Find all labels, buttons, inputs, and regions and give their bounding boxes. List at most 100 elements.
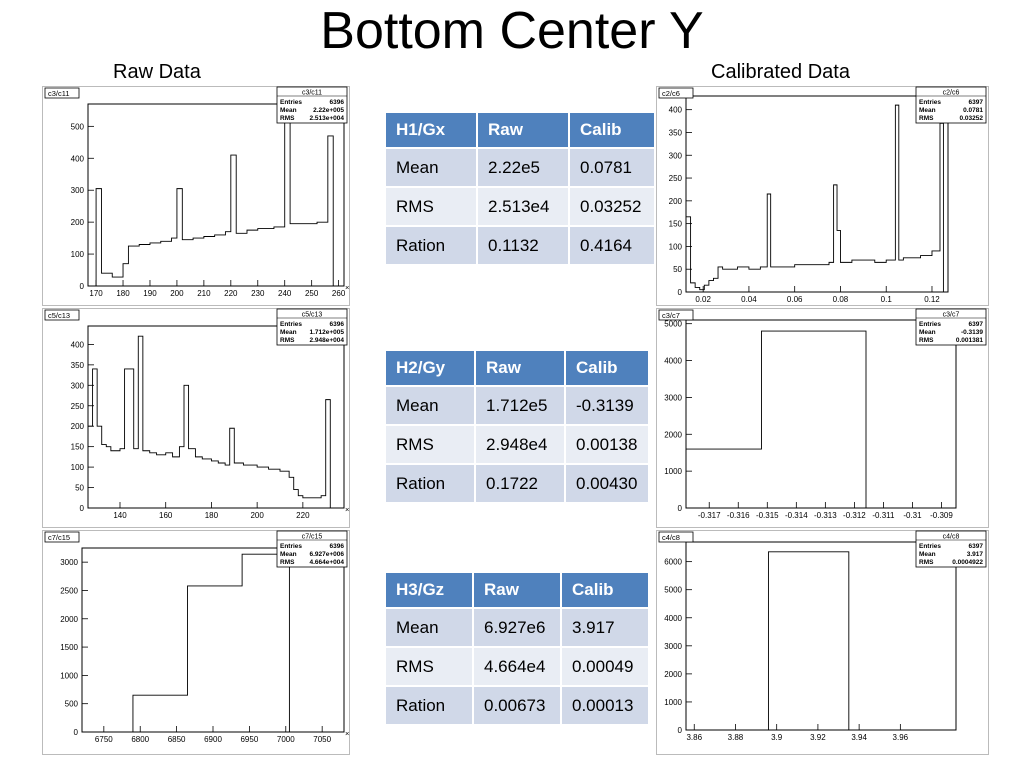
y-tick-label: 3000 xyxy=(60,558,78,567)
table-header-cell: H3/Gz xyxy=(384,571,474,609)
canvas-name-box xyxy=(658,309,694,321)
stats-row-label: Entries xyxy=(919,99,941,106)
stats-row-label: RMS xyxy=(919,337,934,344)
x-tick-label: 0.02 xyxy=(695,295,711,304)
table-cell: 0.1132 xyxy=(476,225,570,266)
x-tick-label: 200 xyxy=(250,511,264,520)
x-tick-label: 0.06 xyxy=(787,295,803,304)
table-row: RMS 2.948e4 0.00138 xyxy=(384,424,650,465)
stats-row-value: 0.001381 xyxy=(956,337,983,344)
stats-title: c4/c8 xyxy=(943,534,960,541)
x-tick-label: 6900 xyxy=(204,735,222,744)
y-tick-label: 50 xyxy=(75,484,84,493)
canvas-name-tag: c4/c8 xyxy=(658,531,694,543)
table-header-cell: H1/Gx xyxy=(384,111,478,149)
y-tick-label: 400 xyxy=(71,340,85,349)
x-tick-label: 160 xyxy=(159,511,173,520)
canvas-name-box xyxy=(44,87,80,99)
y-tick-label: 5000 xyxy=(664,320,682,329)
canvas-name-label: c4/c8 xyxy=(662,533,680,542)
table-cell: 6.927e6 xyxy=(472,607,562,648)
stats-title: c3/c11 xyxy=(302,90,322,97)
stats-box-frame xyxy=(276,308,348,346)
stats-row-label: Entries xyxy=(280,99,302,106)
y-tick-label: 5000 xyxy=(664,586,682,595)
histogram-c3-c7: c3/c7 0 1000 2000 3000 4000 5000 -0.317 -0.316 -0… xyxy=(656,308,989,528)
table-cell: RMS xyxy=(384,186,478,227)
y-tick-label: 100 xyxy=(71,250,85,259)
table-cell: 0.00430 xyxy=(564,463,650,504)
stats-row-value: 4.664e+004 xyxy=(309,559,344,566)
table-cell: Ration xyxy=(384,463,476,504)
stats-row-value: 6396 xyxy=(330,543,345,550)
table-cell: 0.00138 xyxy=(564,424,650,465)
x-tick-label: 0.1 xyxy=(881,295,893,304)
table-row: Mean 6.927e6 3.917 xyxy=(384,607,650,648)
table-header-cell: Calib xyxy=(564,349,650,387)
plot-frame xyxy=(87,325,345,509)
stats-box-frame xyxy=(915,308,987,346)
y-tick-label: 50 xyxy=(673,265,682,274)
stats-row-value: 2.513e+004 xyxy=(309,115,344,122)
histogram-c5-c13: c5/c13 0 50 100 150 200 250 300 350 400 140 160 180 2… xyxy=(42,308,350,528)
histogram-line xyxy=(88,116,339,287)
table-header-cell: H2/Gy xyxy=(384,349,476,387)
stats-row-value: 6397 xyxy=(969,321,984,328)
table-cell: RMS xyxy=(384,646,474,687)
y-tick-label: 0 xyxy=(678,726,683,735)
canvas-name-box xyxy=(44,531,80,543)
x-tick-label: 3.88 xyxy=(728,733,744,742)
stats-row-value: 6.927e+006 xyxy=(309,551,344,558)
y-tick-label: 1000 xyxy=(60,671,78,680)
table-cell: Mean xyxy=(384,147,478,188)
plot-frame xyxy=(685,95,949,293)
stats-box-frame xyxy=(276,530,348,568)
y-tick-label: 6000 xyxy=(664,558,682,567)
table-cell: 0.00013 xyxy=(560,685,650,726)
x-scale-label: ×10³ xyxy=(345,283,350,292)
stats-row-value: 6396 xyxy=(330,321,345,328)
table-row: Ration 0.1722 0.00430 xyxy=(384,463,650,504)
table-cell: 1.712e5 xyxy=(474,385,566,426)
canvas-name-label: c3/c11 xyxy=(48,89,70,98)
stats-row-value: 6397 xyxy=(969,543,984,550)
histogram-svg-c3-c7: c3/c7 0 1000 2000 3000 4000 5000 -0.317 -0.316 -0… xyxy=(656,308,989,528)
histogram-svg-c7-c15: c7/c15 0 500 1000 1500 2000 2500 3000 6750 6800 68… xyxy=(42,530,350,755)
y-tick-label: 350 xyxy=(669,128,683,137)
x-tick-label: 140 xyxy=(113,511,127,520)
stats-row-value: 2.22e+005 xyxy=(313,107,344,114)
stats-row-label: Mean xyxy=(280,329,297,336)
plot-frame xyxy=(685,541,957,731)
x-tick-label: 6950 xyxy=(240,735,258,744)
summary-table-h2-gy: H2/Gy Raw Calib Mean 1.712e5 -0.3139 RMS… xyxy=(384,349,650,504)
table-cell: Mean xyxy=(384,385,476,426)
y-tick-label: 0 xyxy=(80,504,85,513)
table-row: Ration 0.00673 0.00013 xyxy=(384,685,650,726)
table-cell: Ration xyxy=(384,685,474,726)
y-tick-label: 200 xyxy=(71,218,85,227)
x-tick-label: -0.311 xyxy=(872,511,895,520)
y-tick-label: 2500 xyxy=(60,586,78,595)
stats-row-value: 0.0781 xyxy=(963,107,983,114)
stats-row-label: RMS xyxy=(280,337,295,344)
summary-table-h3-gz: H3/Gz Raw Calib Mean 6.927e6 3.917 RMS 4… xyxy=(384,571,650,726)
x-tick-label: 7000 xyxy=(277,735,295,744)
histogram-line xyxy=(87,335,335,509)
x-tick-label: -0.317 xyxy=(698,511,721,520)
histogram-c3-c11: c3/c11 0 100 200 300 400 500 170 180 190 200 210 220… xyxy=(42,86,350,306)
stats-box-frame xyxy=(915,86,987,124)
x-tick-label: 220 xyxy=(224,289,238,298)
table-header-row: H2/Gy Raw Calib xyxy=(384,349,650,387)
x-tick-label: 3.9 xyxy=(771,733,783,742)
y-tick-label: 1000 xyxy=(664,467,682,476)
table-row: Mean 2.22e5 0.0781 xyxy=(384,147,656,188)
stats-row-value: 2.948e+004 xyxy=(309,337,344,344)
y-tick-label: 0 xyxy=(678,288,683,297)
x-tick-label: 6850 xyxy=(168,735,186,744)
y-tick-label: 200 xyxy=(71,422,85,431)
stats-box-frame xyxy=(915,530,987,568)
x-scale-label: ×10³ xyxy=(345,505,350,514)
